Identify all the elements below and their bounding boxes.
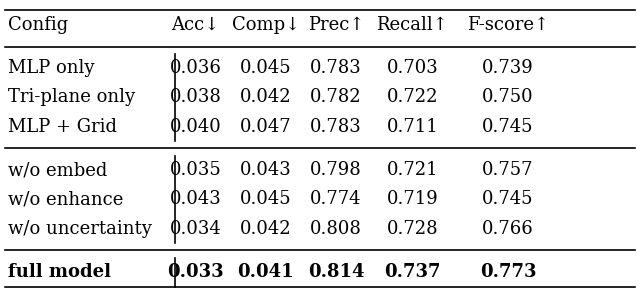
Text: 0.721: 0.721 (387, 161, 438, 179)
Text: 0.798: 0.798 (310, 161, 362, 179)
Text: 0.042: 0.042 (240, 88, 292, 106)
Text: 0.045: 0.045 (240, 59, 292, 77)
Text: 0.038: 0.038 (170, 88, 221, 106)
Text: 0.745: 0.745 (482, 191, 534, 208)
Text: MLP + Grid: MLP + Grid (8, 118, 116, 136)
Text: 0.766: 0.766 (482, 220, 534, 238)
Text: full model: full model (8, 263, 111, 281)
Text: 0.041: 0.041 (237, 263, 294, 281)
Text: 0.034: 0.034 (170, 220, 221, 238)
Text: 0.757: 0.757 (482, 161, 534, 179)
Text: 0.035: 0.035 (170, 161, 221, 179)
Text: 0.711: 0.711 (387, 118, 438, 136)
Text: 0.036: 0.036 (170, 59, 221, 77)
Text: 0.703: 0.703 (387, 59, 438, 77)
Text: 0.719: 0.719 (387, 191, 438, 208)
Text: Acc↓: Acc↓ (172, 16, 220, 34)
Text: Config: Config (8, 16, 68, 34)
Text: 0.783: 0.783 (310, 118, 362, 136)
Text: 0.745: 0.745 (482, 118, 534, 136)
Text: 0.042: 0.042 (240, 220, 292, 238)
Text: w/o embed: w/o embed (8, 161, 107, 179)
Text: Recall↑: Recall↑ (376, 16, 449, 34)
Text: w/o enhance: w/o enhance (8, 191, 123, 208)
Text: 0.722: 0.722 (387, 88, 438, 106)
Text: 0.808: 0.808 (310, 220, 362, 238)
Text: Comp↓: Comp↓ (232, 16, 300, 34)
Text: 0.814: 0.814 (308, 263, 364, 281)
Text: Prec↑: Prec↑ (308, 16, 364, 34)
Text: 0.043: 0.043 (170, 191, 221, 208)
Text: 0.782: 0.782 (310, 88, 362, 106)
Text: 0.045: 0.045 (240, 191, 292, 208)
Text: F-score↑: F-score↑ (467, 16, 549, 34)
Text: 0.783: 0.783 (310, 59, 362, 77)
Text: 0.043: 0.043 (240, 161, 292, 179)
Text: 0.047: 0.047 (240, 118, 292, 136)
Text: 0.737: 0.737 (384, 263, 441, 281)
Text: 0.033: 0.033 (168, 263, 224, 281)
Text: 0.739: 0.739 (482, 59, 534, 77)
Text: MLP only: MLP only (8, 59, 94, 77)
Text: 0.040: 0.040 (170, 118, 221, 136)
Text: 0.773: 0.773 (480, 263, 536, 281)
Text: 0.728: 0.728 (387, 220, 438, 238)
Text: Tri-plane only: Tri-plane only (8, 88, 135, 106)
Text: 0.750: 0.750 (482, 88, 534, 106)
Text: 0.774: 0.774 (310, 191, 362, 208)
Text: w/o uncertainty: w/o uncertainty (8, 220, 152, 238)
